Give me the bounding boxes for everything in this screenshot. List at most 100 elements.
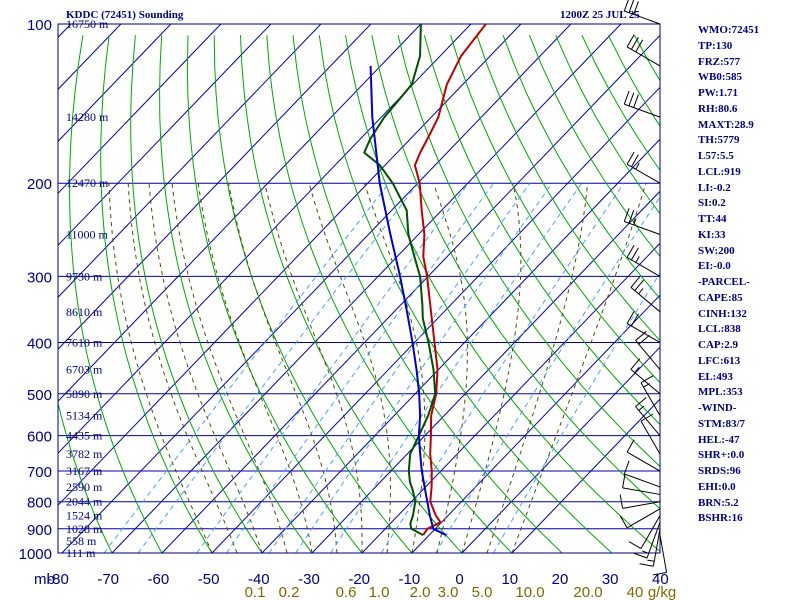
mixing-ratio-line [268, 182, 531, 553]
temperature-tick-label: 40 [652, 571, 669, 588]
pressure-tick-label: 600 [27, 429, 52, 446]
isotherm-line [61, 24, 572, 553]
wind-barb [652, 535, 668, 576]
index-item: RH:80.6 [698, 102, 738, 115]
mb-axis-label: mb [34, 571, 55, 588]
height-label: 6703 m [66, 363, 103, 377]
wind-barb [626, 311, 661, 343]
mixing-ratio-line [103, 182, 390, 553]
dry-adiabat [58, 401, 113, 553]
mixing-ratio-lines [103, 182, 660, 553]
wind-barb [635, 397, 661, 436]
pressure-tick-label: 800 [27, 495, 52, 512]
isotherm-line [58, 24, 272, 247]
temperature-tick-label: 0 [455, 571, 463, 588]
moist-adiabat [171, 183, 288, 553]
dry-adiabat [528, 35, 660, 257]
isotherm-line [58, 24, 422, 402]
moist-adiabat [148, 183, 263, 553]
observation-time: 1200Z 25 JUL 25 [560, 9, 640, 21]
wind-barb [619, 508, 661, 529]
mixing-ratio-line [380, 182, 625, 553]
height-label: 2590 m [66, 480, 103, 494]
pressure-tick-label: 200 [27, 176, 52, 193]
temperature-tick-label: -30 [298, 571, 320, 588]
index-item: TH:5779 [698, 134, 740, 147]
dry-adiabat [345, 35, 660, 552]
mixing-ratio-label: 1.0 [369, 584, 390, 600]
mixing-ratio-label: 0.6 [336, 584, 357, 600]
index-item: L57:5.5 [698, 150, 734, 162]
dry-adiabat [397, 35, 660, 468]
height-label: 16750 m [66, 17, 109, 31]
index-item: CAP:2.9 [698, 339, 739, 351]
dry-adiabat [423, 35, 660, 426]
dry-adiabat [159, 35, 313, 553]
wind-barb [623, 90, 661, 118]
isotherm-line [311, 190, 660, 553]
isotherm-line [58, 24, 472, 454]
isotherm-line [411, 294, 660, 553]
mixing-ratio-label: 2.0 [410, 584, 431, 600]
dry-adiabat [130, 35, 263, 553]
mixing-ratio-line [492, 272, 660, 553]
mixing-ratio-labels: 0.1 0.2 0.6 1.0 2.0 3.0 5.0 10.0 20.0 40 g/kg [245, 584, 677, 600]
wind-barb [639, 528, 661, 567]
moist-adiabat [511, 183, 647, 553]
index-item: WMO:72451 [698, 24, 760, 36]
pressure-tick-label: 400 [27, 335, 52, 352]
mixing-ratio-label: g/kg [648, 584, 676, 600]
height-label: 5134 m [66, 409, 103, 423]
wind-barb [623, 208, 661, 235]
index-item: WB0:585 [698, 71, 742, 84]
index-item: -WIND- [698, 402, 737, 414]
index-item: -PARCEL- [698, 276, 750, 288]
isotherm-line [261, 138, 660, 553]
wind-barb [633, 522, 661, 559]
wind-barb [622, 473, 661, 495]
isotherm-line [58, 24, 222, 195]
isotherm-line [361, 242, 660, 553]
height-label: 3782 m [66, 447, 103, 461]
moist-adiabat [308, 183, 391, 553]
temperature-tick-label: 20 [552, 571, 569, 588]
moist-adiabat [108, 183, 213, 553]
index-item: SHR+:0.0 [698, 449, 745, 462]
moist-adiabat [228, 183, 338, 553]
height-label: 12470 m [66, 176, 109, 190]
wind-barb [626, 245, 661, 277]
height-label: 558 m [66, 534, 97, 548]
index-item: SW:200 [698, 244, 735, 257]
index-item: EI:-0.0 [698, 260, 731, 273]
dry-adiabat [186, 35, 363, 553]
dry-adiabat [581, 34, 660, 172]
index-item: STM:83/7 [698, 417, 746, 430]
temperature-tick-label: -50 [198, 571, 220, 588]
temperature-tick-label: 10 [501, 571, 518, 588]
isotherm-line [211, 86, 660, 553]
pressure-tick-label: 100 [27, 17, 52, 34]
moist-adiabat [486, 183, 588, 553]
dry-adiabat [292, 35, 563, 553]
height-label: 8610 m [66, 305, 103, 319]
index-item: EL:493 [698, 370, 733, 383]
dry-adiabat [100, 35, 213, 553]
temperature-tick-label: -60 [148, 571, 170, 588]
isotherm-line [461, 346, 660, 553]
height-label: 14280 m [66, 110, 109, 124]
temperature-tick-label: -80 [47, 571, 69, 588]
height-label: 5890 m [66, 387, 103, 401]
plot-frame [57, 23, 661, 554]
height-label: 7610 m [66, 335, 103, 349]
wind-barb [626, 439, 661, 472]
index-item: MAXT:28.9 [698, 118, 754, 131]
wind-barb [623, 460, 661, 488]
mixing-ratio-label: 0.2 [279, 584, 300, 600]
dry-adiabat [476, 35, 660, 342]
index-item: LCL:919 [698, 165, 741, 178]
dry-adiabat [213, 35, 413, 553]
wind-barb [630, 358, 661, 395]
isotherm-line [0, 24, 21, 553]
isotherm-line [58, 24, 172, 143]
height-label: 1524 m [66, 509, 103, 523]
